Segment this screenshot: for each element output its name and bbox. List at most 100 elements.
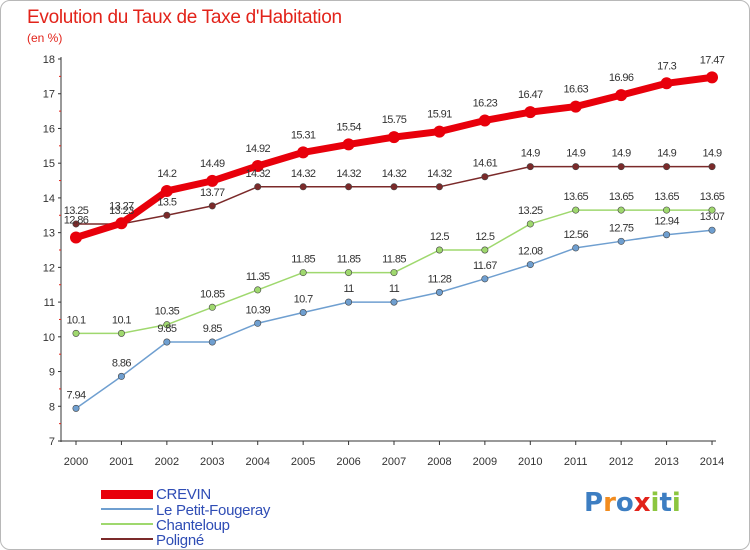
data-point-polign- (708, 163, 716, 171)
data-point-crevin (569, 100, 582, 113)
y-tick-label: 9 (49, 367, 55, 379)
data-label-chanteloup: 13.65 (700, 191, 725, 203)
data-point-crevin (433, 125, 446, 138)
data-label-chanteloup: 10.35 (155, 306, 180, 318)
data-point-crevin (615, 89, 628, 102)
y-tick-label: 14 (43, 193, 55, 205)
data-label-chanteloup: 13.65 (563, 191, 588, 203)
data-point-polign- (572, 163, 580, 171)
data-label-chanteloup: 10.85 (200, 288, 225, 300)
x-tick-label: 2005 (291, 456, 315, 468)
data-point-le-petit-fougeray (163, 338, 171, 346)
data-point-chanteloup (526, 220, 534, 228)
data-point-crevin (660, 77, 673, 90)
chart-subtitle: (en %) (27, 31, 63, 45)
x-tick-label: 2010 (518, 456, 542, 468)
y-tick-label: 18 (43, 54, 55, 66)
data-point-le-petit-fougeray (572, 244, 580, 252)
data-point-le-petit-fougeray (345, 298, 353, 306)
data-label-chanteloup: 11.85 (382, 254, 406, 266)
data-point-le-petit-fougeray (526, 261, 534, 269)
x-tick-label: 2013 (654, 456, 678, 468)
x-tick-label: 2001 (109, 456, 133, 468)
logo-letter: x (633, 488, 651, 518)
x-tick-label: 2004 (245, 456, 269, 468)
logo-letter: P (584, 488, 604, 518)
data-point-chanteloup (435, 246, 443, 254)
data-point-polign- (163, 211, 171, 219)
data-point-le-petit-fougeray (299, 309, 307, 317)
data-point-crevin (70, 231, 82, 244)
data-point-polign- (345, 183, 353, 191)
data-point-le-petit-fougeray (481, 275, 489, 283)
data-label-crevin: 16.63 (563, 84, 588, 96)
data-label-crevin: 15.91 (427, 109, 452, 121)
data-label-le-petit-fougeray: 10.39 (245, 304, 270, 316)
legend-label-crevin: CREVIN (156, 486, 211, 503)
y-tick-label: 17 (43, 89, 55, 101)
data-label-chanteloup: 10.1 (112, 314, 131, 326)
data-label-polign-: 14.32 (382, 168, 407, 180)
y-tick-label: 12 (43, 262, 55, 274)
data-point-crevin (206, 174, 219, 187)
data-label-crevin: 14.2 (157, 168, 176, 180)
logo-letter: r (603, 488, 616, 518)
logo-letter: t (659, 488, 672, 518)
y-tick-label: 16 (43, 123, 55, 135)
data-point-le-petit-fougeray (254, 319, 262, 327)
data-label-chanteloup: 10.1 (66, 314, 85, 326)
data-point-chanteloup (345, 269, 353, 277)
data-point-polign- (299, 183, 307, 191)
data-label-polign-: 14.32 (427, 168, 452, 180)
data-point-polign- (254, 183, 262, 191)
data-point-polign- (526, 163, 534, 171)
data-point-polign- (435, 183, 443, 191)
y-tick-label: 11 (44, 297, 55, 309)
data-label-polign-: 14.9 (703, 148, 722, 160)
data-point-le-petit-fougeray (617, 237, 625, 245)
y-tick-label: 15 (43, 158, 55, 170)
data-label-crevin: 14.49 (200, 158, 225, 170)
data-point-le-petit-fougeray (72, 404, 80, 412)
data-point-le-petit-fougeray (390, 298, 398, 306)
proxiti-logo: Proxiti (584, 488, 681, 518)
data-label-le-petit-fougeray: 9.85 (203, 323, 222, 335)
legend-label-poligne: Poligné (156, 532, 204, 549)
data-point-polign- (663, 163, 671, 171)
y-tick-label: 8 (49, 401, 55, 413)
data-label-polign-: 14.61 (473, 158, 498, 170)
data-label-chanteloup: 13.25 (518, 205, 543, 217)
y-tick-label: 10 (43, 332, 55, 344)
data-point-crevin (388, 131, 401, 144)
data-label-chanteloup: 11.85 (291, 254, 315, 266)
x-tick-label: 2008 (427, 456, 451, 468)
data-label-le-petit-fougeray: 12.56 (563, 229, 588, 241)
data-label-polign-: 13.23 (109, 205, 134, 217)
data-label-crevin: 16.23 (473, 97, 498, 109)
data-label-le-petit-fougeray: 12.94 (654, 216, 679, 228)
data-point-chanteloup (299, 269, 307, 277)
data-point-polign- (481, 173, 489, 181)
data-point-chanteloup (163, 321, 171, 329)
data-label-le-petit-fougeray: 8.86 (112, 357, 131, 369)
data-label-chanteloup: 12.5 (430, 231, 449, 243)
data-point-chanteloup (708, 206, 716, 214)
data-label-le-petit-fougeray: 7.94 (66, 389, 85, 401)
data-point-chanteloup (117, 329, 125, 337)
legend-swatch-poligne (101, 538, 153, 540)
legend-swatch-crevin (101, 490, 153, 499)
data-label-crevin: 15.75 (382, 114, 407, 126)
data-point-le-petit-fougeray (117, 372, 125, 380)
data-label-chanteloup: 13.65 (609, 191, 634, 203)
data-point-crevin (342, 138, 355, 151)
data-label-le-petit-fougeray: 13.07 (700, 211, 725, 223)
data-label-polign-: 14.9 (521, 148, 540, 160)
logo-letter: i (671, 488, 681, 518)
data-point-crevin (251, 159, 264, 172)
data-label-polign-: 14.32 (336, 168, 361, 180)
data-label-chanteloup: 11.35 (246, 271, 270, 283)
data-label-polign-: 13.5 (157, 196, 176, 208)
x-tick-label: 2009 (473, 456, 497, 468)
